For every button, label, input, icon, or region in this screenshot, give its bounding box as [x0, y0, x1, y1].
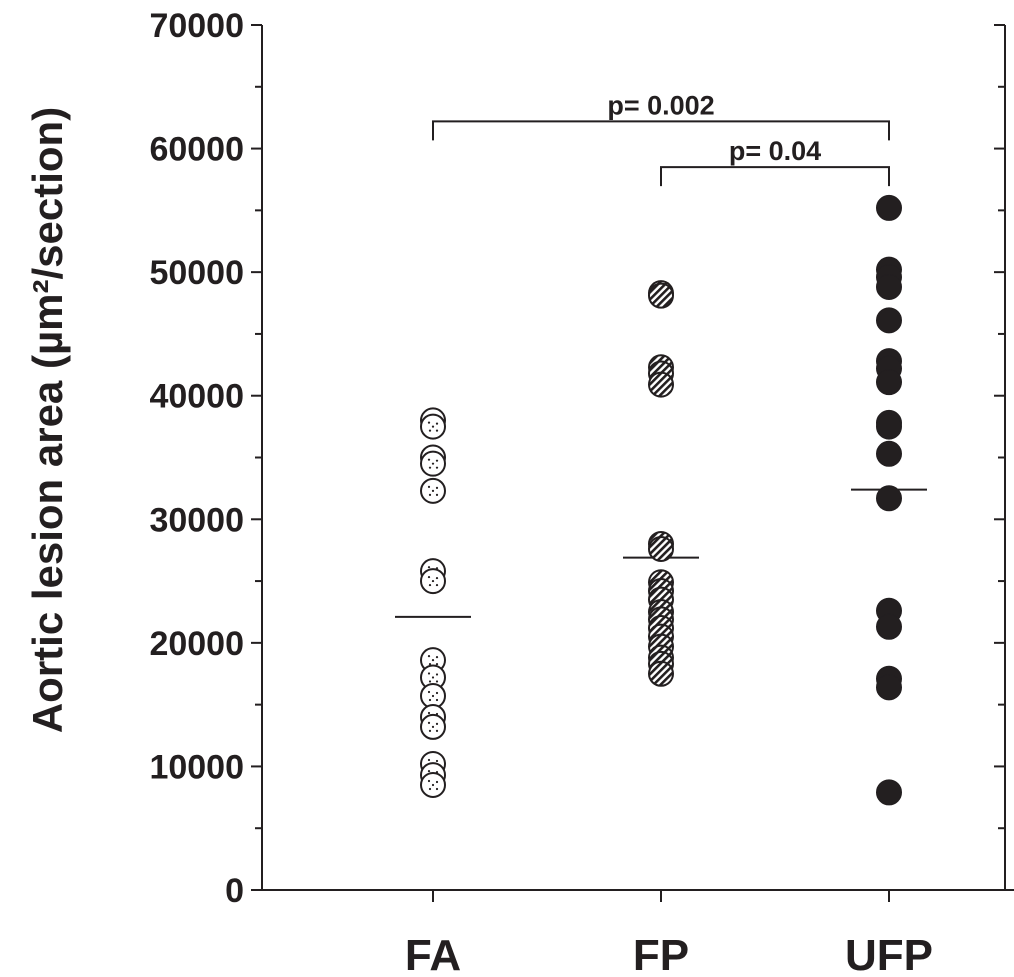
data-point — [876, 485, 902, 512]
data-point-dot — [431, 783, 435, 787]
y-axis-label: Aortic lesion area (µm²/section) — [24, 107, 71, 733]
data-points — [420, 194, 902, 806]
data-point-dot — [435, 466, 439, 469]
data-point-dot — [435, 780, 439, 784]
data-point — [420, 477, 446, 504]
data-point — [876, 194, 902, 221]
y-tick-label: 50000 — [149, 254, 244, 292]
significance-annotations: p= 0.002 p= 0.04 — [432, 90, 890, 187]
data-point-dot — [427, 655, 431, 658]
p-value-label: p= 0.002 — [607, 90, 714, 120]
data-point — [648, 660, 674, 687]
y-tick-label: 0 — [225, 872, 244, 910]
data-point-dot — [427, 711, 431, 715]
data-point-dot — [435, 422, 439, 425]
data-point-dot — [427, 769, 431, 773]
y-tick-label: 40000 — [149, 378, 244, 416]
data-point-dot — [435, 673, 439, 676]
data-point-dot — [431, 694, 435, 698]
x-tick-label: FA — [405, 931, 461, 977]
significance-bracket — [432, 120, 890, 141]
data-point-dot — [431, 725, 435, 728]
y-tick-label: 20000 — [149, 625, 244, 663]
data-point-dot — [435, 459, 439, 462]
data-point-dot — [435, 576, 439, 580]
data-point — [420, 713, 446, 740]
data-point-dot — [427, 566, 431, 569]
p-value-label: p= 0.04 — [729, 136, 821, 166]
data-point-dot — [435, 759, 439, 763]
data-point-dot — [431, 659, 435, 662]
data-point-dot — [428, 787, 432, 791]
data-point-dot — [427, 779, 431, 783]
data-point-dot — [435, 583, 439, 587]
significance-bracket — [660, 166, 890, 187]
data-point-dot — [428, 698, 432, 702]
y-axis: 0 10000 20000 30000 40000 50000 60000 70000 — [149, 7, 1005, 910]
data-point-dot — [431, 579, 435, 583]
data-point-dot — [427, 485, 431, 488]
data-point-dot — [427, 672, 431, 675]
y-tick-label: 70000 — [149, 7, 244, 45]
data-point — [876, 273, 902, 300]
data-point-dot — [431, 425, 435, 428]
x-tick-label: FP — [633, 931, 689, 977]
data-point-dot — [428, 729, 432, 732]
data-point-dot — [427, 721, 431, 724]
data-point — [420, 682, 446, 709]
data-point-dot — [427, 758, 431, 762]
data-point-dot — [435, 493, 439, 496]
x-axis: FA FP UFP — [405, 890, 933, 977]
data-point — [876, 369, 902, 396]
data-point-dot — [428, 583, 432, 587]
data-point — [876, 613, 902, 640]
y-tick-label: 60000 — [149, 131, 244, 169]
data-point — [420, 771, 446, 798]
data-point-dot — [427, 690, 431, 694]
data-point-dot — [431, 462, 435, 465]
data-point-dot — [428, 466, 432, 469]
data-point — [648, 535, 674, 562]
data-point-dot — [427, 421, 431, 424]
data-point-dot — [431, 676, 435, 679]
data-point — [648, 371, 674, 398]
data-point — [420, 413, 446, 440]
data-point-dot — [435, 486, 439, 489]
data-point-dot — [435, 722, 439, 725]
data-point-dot — [435, 663, 439, 666]
data-point-dot — [435, 691, 439, 695]
data-point — [420, 450, 446, 477]
y-tick-label: 30000 — [149, 501, 244, 539]
data-point — [876, 779, 902, 806]
data-point — [420, 568, 446, 595]
data-point-dot — [435, 729, 439, 732]
data-point-dot — [428, 493, 432, 496]
data-point-dot — [427, 458, 431, 461]
data-point-dot — [435, 656, 439, 659]
data-point-dot — [428, 680, 432, 683]
data-point-dot — [435, 698, 439, 702]
data-point-dot — [435, 680, 439, 683]
data-point — [648, 282, 674, 309]
data-point — [876, 413, 902, 440]
data-point-dot — [428, 429, 432, 432]
data-point — [876, 674, 902, 701]
data-point-dot — [431, 489, 435, 492]
x-tick-label: UFP — [845, 931, 933, 977]
y-tick-label: 10000 — [149, 748, 244, 786]
data-point-dot — [435, 787, 439, 791]
data-point-dot — [427, 575, 431, 579]
data-point — [876, 440, 902, 467]
data-point-dot — [435, 429, 439, 432]
data-point — [876, 307, 902, 334]
